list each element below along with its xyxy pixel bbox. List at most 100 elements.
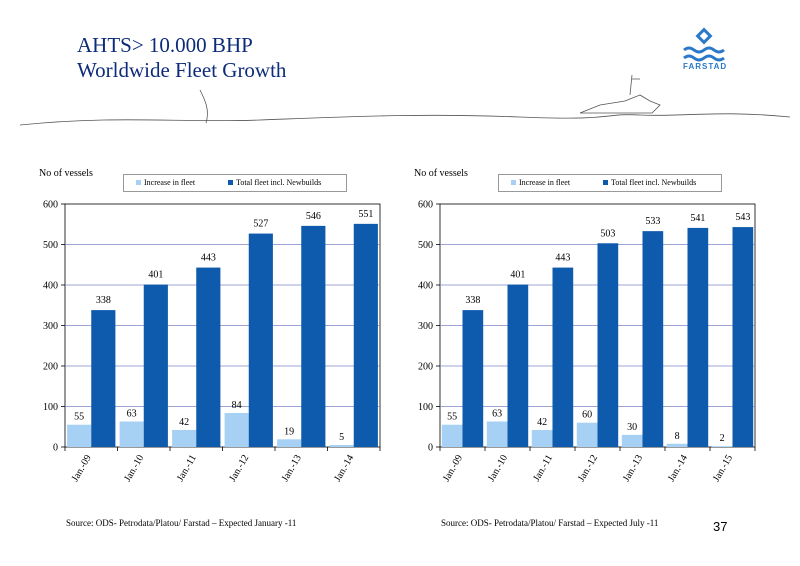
data-label-increase: 84 xyxy=(232,400,242,411)
source-note-left: Source: ODS- Petrodata/Platou/ Farstad –… xyxy=(66,518,297,528)
source-note-right: Source: ODS- Petrodata/Platou/ Farstad –… xyxy=(441,518,659,528)
x-tick-label: Jan.-11 xyxy=(175,453,199,483)
bar-total xyxy=(597,243,619,447)
y-tick-label: 0 xyxy=(53,443,58,454)
data-label-increase: 8 xyxy=(675,431,680,442)
legend-swatch-total xyxy=(603,180,608,185)
bar-total xyxy=(462,310,484,447)
y-tick-label: 600 xyxy=(43,200,58,211)
data-label-total: 443 xyxy=(201,253,216,264)
x-tick-label: Jan.-09 xyxy=(441,453,465,484)
bar-total xyxy=(642,231,664,447)
chart-plot: 0 100 200 300 400 500 600 55 338 Jan.-09 63 401 Jan.… xyxy=(43,200,381,484)
bar-increase xyxy=(172,429,197,447)
y-tick-label: 400 xyxy=(418,281,433,292)
legend-swatch-increase xyxy=(511,180,516,185)
x-tick-label: Jan.-12 xyxy=(227,453,251,484)
data-label-total: 551 xyxy=(358,209,373,220)
legend-swatch-total xyxy=(228,180,233,185)
data-label-total: 338 xyxy=(96,295,111,306)
y-tick-label: 200 xyxy=(418,362,433,373)
data-label-increase: 63 xyxy=(492,408,502,419)
legend-label-increase: Increase in fleet xyxy=(144,178,196,187)
data-label-increase: 63 xyxy=(127,408,137,419)
y-tick-label: 200 xyxy=(43,362,58,373)
bar-increase xyxy=(621,434,643,447)
data-label-total: 541 xyxy=(690,213,705,224)
y-axis-label: No of vessels xyxy=(39,168,93,179)
bar-total xyxy=(552,267,574,447)
y-axis-label: No of vessels xyxy=(414,168,468,179)
bar-total xyxy=(353,223,378,447)
data-label-total: 503 xyxy=(600,228,615,239)
legend-item-total: Total fleet incl. Newbuilds xyxy=(603,178,696,187)
legend-label-increase: Increase in fleet xyxy=(519,178,571,187)
data-label-total: 443 xyxy=(555,253,570,264)
bar-total xyxy=(248,233,273,447)
data-label-total: 338 xyxy=(465,295,480,306)
bar-increase xyxy=(329,444,354,447)
page-number: 37 xyxy=(713,519,728,534)
bar-total xyxy=(301,225,326,447)
bar-increase xyxy=(277,439,302,447)
data-label-total: 533 xyxy=(645,216,660,227)
legend-item-increase: Increase in fleet xyxy=(511,178,570,187)
data-label-total: 401 xyxy=(510,270,525,281)
data-label-increase: 55 xyxy=(447,412,457,423)
legend-label-total: Total fleet incl. Newbuilds xyxy=(236,178,322,187)
data-label-increase: 60 xyxy=(582,410,592,421)
data-label-increase: 2 xyxy=(720,433,725,444)
x-tick-label: Jan.-10 xyxy=(122,453,146,484)
x-tick-label: Jan.-15 xyxy=(711,453,735,484)
legend: Increase in fleet Total fleet incl. Newb… xyxy=(123,174,347,192)
y-tick-label: 500 xyxy=(418,240,433,251)
bar-increase xyxy=(576,422,598,447)
y-tick-label: 400 xyxy=(43,281,58,292)
x-tick-label: Jan.-10 xyxy=(486,453,510,484)
data-label-increase: 42 xyxy=(179,417,189,428)
y-tick-label: 300 xyxy=(43,321,58,332)
legend-item-increase: Increase in fleet xyxy=(136,178,195,187)
legend-label-total: Total fleet incl. Newbuilds xyxy=(611,178,697,187)
bar-total xyxy=(687,227,709,447)
bar-increase xyxy=(531,429,553,447)
data-label-total: 543 xyxy=(735,212,750,223)
data-label-increase: 30 xyxy=(627,422,637,433)
data-label-total: 401 xyxy=(148,270,163,281)
data-label-increase: 19 xyxy=(284,426,294,437)
bar-increase xyxy=(441,424,463,447)
data-label-increase: 5 xyxy=(339,432,344,443)
x-tick-label: Jan.-13 xyxy=(280,453,304,484)
y-tick-label: 500 xyxy=(43,240,58,251)
chart-right: No of vessels Increase in fleet Total fl… xyxy=(400,160,770,490)
y-tick-label: 300 xyxy=(418,321,433,332)
y-tick-label: 0 xyxy=(428,443,433,454)
page-title: AHTS> 10.000 BHP Worldwide Fleet Growth xyxy=(77,33,286,83)
x-tick-label: Jan.-12 xyxy=(576,453,600,484)
x-tick-label: Jan.-11 xyxy=(531,453,555,483)
y-tick-label: 600 xyxy=(418,200,433,211)
bar-increase xyxy=(224,412,249,447)
bar-total xyxy=(507,284,529,447)
x-tick-label: Jan.-09 xyxy=(70,453,94,484)
bar-total xyxy=(91,310,116,447)
y-tick-label: 100 xyxy=(418,402,433,413)
chart-plot: 0 100 200 300 400 500 600 55 338 Jan.-09 63 401 Jan.… xyxy=(418,200,756,484)
bar-total xyxy=(732,227,754,447)
bar-total xyxy=(196,267,221,447)
data-label-total: 527 xyxy=(253,219,268,230)
bar-increase xyxy=(67,424,92,447)
data-label-total: 546 xyxy=(306,211,321,222)
bar-increase xyxy=(119,421,144,447)
logo-text: FARSTAD xyxy=(683,62,728,71)
x-tick-label: Jan.-14 xyxy=(332,453,356,484)
legend: Increase in fleet Total fleet incl. Newb… xyxy=(498,174,722,192)
bar-total xyxy=(143,284,168,447)
horizon-ship-drawing-icon xyxy=(19,74,791,126)
legend-swatch-increase xyxy=(136,180,141,185)
page-title-line1: AHTS> 10.000 BHP xyxy=(77,33,253,57)
x-tick-label: Jan.-13 xyxy=(621,453,645,484)
farstad-logo-icon xyxy=(683,27,725,62)
x-tick-label: Jan.-14 xyxy=(666,453,690,484)
legend-item-total: Total fleet incl. Newbuilds xyxy=(228,178,321,187)
